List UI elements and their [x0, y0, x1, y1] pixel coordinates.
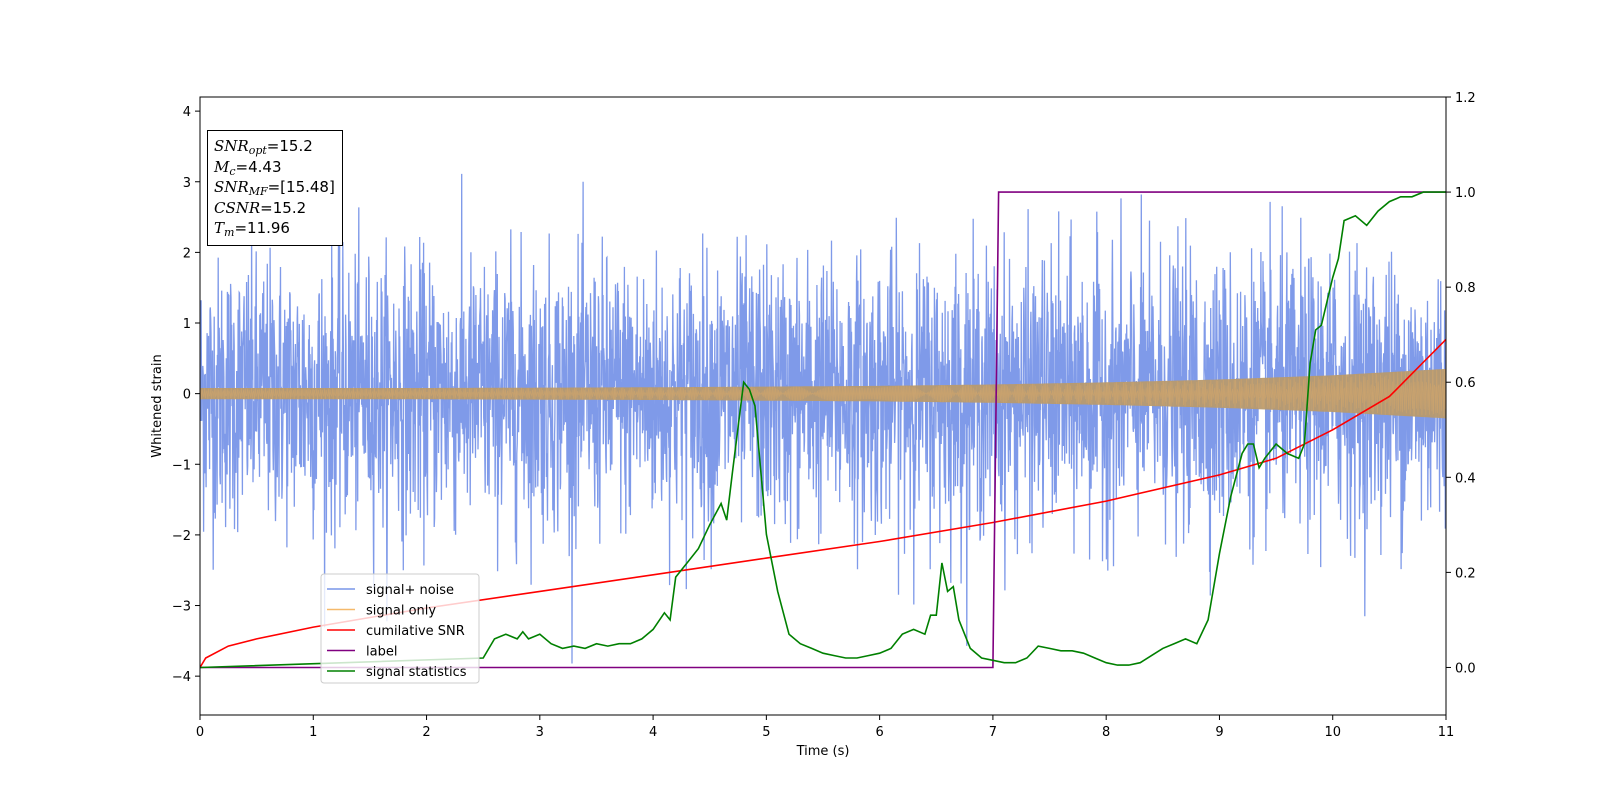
- y-tick-label: 2: [183, 246, 191, 261]
- signal-statistics-line: [200, 191, 1446, 669]
- legend-item-signal-only: signal only: [327, 604, 436, 619]
- legend-label: signal statistics: [366, 665, 467, 680]
- x-tick-label: 10: [1324, 725, 1341, 740]
- x-tick-label: 0: [196, 725, 204, 740]
- x-tick-label: 6: [875, 725, 883, 740]
- legend-label: cumilative SNR: [366, 624, 465, 639]
- legend-label: signal+ noise: [366, 583, 454, 598]
- y2-tick-label: 1.2: [1455, 91, 1476, 106]
- y-axis-label: Whitened strain: [150, 354, 165, 457]
- csnr-text: CSNR=15.2: [214, 198, 307, 217]
- y-axis-left: −4 −3 −2 −1 0 1 2 3 4: [172, 105, 200, 685]
- signal-noise-line: [200, 173, 1446, 664]
- y-tick-label: 3: [183, 176, 191, 191]
- signal-only-line: [200, 369, 1446, 417]
- legend: signal+ noise signal only cumilative SNR la…: [320, 573, 480, 684]
- y-tick-label: −2: [172, 529, 191, 544]
- series-layer: [200, 173, 1446, 669]
- y2-tick-label: 0.4: [1455, 471, 1476, 486]
- x-tick-label: 2: [422, 725, 430, 740]
- y-tick-label: 1: [183, 317, 191, 332]
- legend-frame: [320, 573, 480, 684]
- snr-mf-text: SNRMF=[15.48]: [214, 178, 335, 198]
- tm-text: Tm=11.96: [214, 219, 290, 239]
- y-tick-label: 4: [183, 105, 191, 120]
- x-tick-label: 3: [536, 725, 544, 740]
- legend-item-signal-statistics: signal statistics: [327, 665, 467, 680]
- x-tick-label: 9: [1215, 725, 1223, 740]
- x-tick-label: 5: [762, 725, 770, 740]
- x-tick-label: 4: [649, 725, 657, 740]
- cumulative-snr-line: [200, 338, 1446, 668]
- y2-tick-label: 0.6: [1455, 376, 1476, 391]
- legend-item-cumulative-snr: cumilative SNR: [327, 624, 465, 639]
- y-tick-label: −4: [172, 670, 191, 685]
- x-tick-label: 11: [1438, 725, 1455, 740]
- y2-tick-label: 0.2: [1455, 566, 1476, 581]
- snr-opt-text: SNRopt=15.2: [214, 137, 313, 157]
- y-tick-label: 0: [183, 388, 191, 403]
- x-tick-label: 1: [309, 725, 317, 740]
- legend-item-label: label: [327, 645, 397, 660]
- x-axis-label: Time (s): [796, 744, 850, 759]
- y-tick-label: −1: [172, 458, 191, 473]
- y2-tick-label: 0.8: [1455, 281, 1476, 296]
- stats-info-box: SNRopt=15.2 Mc=4.43 SNRMF=[15.48] CSNR=1…: [207, 130, 343, 246]
- plot-frame: [199, 96, 1447, 716]
- legend-item-signal-noise: signal+ noise: [327, 583, 454, 598]
- y2-tick-label: 0.0: [1455, 661, 1476, 676]
- label-line: [200, 191, 1446, 669]
- y-tick-label: −3: [172, 600, 191, 615]
- legend-label: label: [366, 645, 397, 660]
- y-axis-right: 0.0 0.2 0.4 0.6 0.8 1.0 1.2: [1446, 91, 1476, 676]
- x-tick-label: 7: [989, 725, 997, 740]
- mc-text: Mc=4.43: [214, 157, 282, 178]
- x-tick-label: 8: [1102, 725, 1110, 740]
- x-axis: 0 1 2 3 4 5 6 7 8 9 10 11: [196, 715, 1454, 740]
- legend-label: signal only: [366, 604, 436, 619]
- y2-tick-label: 1.0: [1455, 186, 1476, 201]
